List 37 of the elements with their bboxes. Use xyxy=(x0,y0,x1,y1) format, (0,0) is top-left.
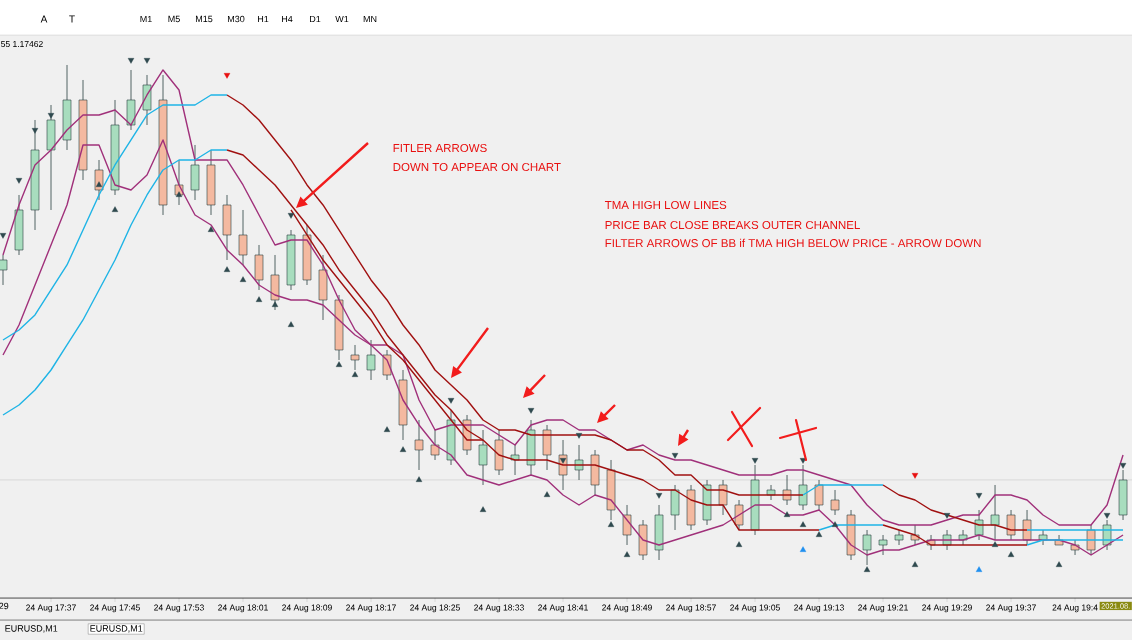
x-tick-label: 24 Aug 17:45 xyxy=(90,604,140,613)
x-tick-label: 24 Aug 18:49 xyxy=(602,604,652,613)
annotation: FITLER ARROWS xyxy=(393,143,487,153)
text: M15 xyxy=(195,15,213,23)
text: 55 1.17462 xyxy=(1,40,43,47)
x-tick-label: 24 Aug 17:53 xyxy=(154,604,204,613)
x-tick-label: 24 Aug 18:01 xyxy=(218,604,268,613)
annotation: TMA HIGH LOW LINES xyxy=(604,200,727,210)
text: H4 xyxy=(281,15,293,23)
x-tick-label: 24 Aug 18:09 xyxy=(282,604,332,613)
text: M5 xyxy=(168,15,180,23)
x-tick-label: 24 Aug 19:21 xyxy=(858,604,908,613)
text: T xyxy=(69,15,75,23)
text: MN xyxy=(363,15,377,23)
x-tick-label: 24 Aug 18:41 xyxy=(538,604,588,613)
x-tick-label: 24 Aug 19:29 xyxy=(922,604,972,613)
x-tick-label: 24 Aug 19:4 xyxy=(1052,604,1098,613)
x-tick-label: 24 Aug 19:13 xyxy=(794,604,844,613)
text: 29 xyxy=(0,602,9,610)
text: H1 xyxy=(257,15,269,23)
text: W1 xyxy=(335,15,349,23)
text: M1 xyxy=(140,15,152,23)
x-tick-label: 24 Aug 18:57 xyxy=(666,604,716,613)
annotation: PRICE BAR CLOSE BREAKS OUTER CHANNEL xyxy=(605,220,860,230)
text: EURUSD,M1 xyxy=(5,625,58,633)
text: A xyxy=(40,15,48,23)
x-tick-label: 24 Aug 17:37 xyxy=(26,604,76,613)
text: EURUSD,M1 xyxy=(90,625,143,633)
text: D1 xyxy=(309,15,321,23)
x-tick-label: 24 Aug 18:25 xyxy=(410,604,460,613)
annotation: DOWN TO APPEAR ON CHART xyxy=(393,162,561,172)
annotation: FILTER ARROWS OF BB if TMA HIGH BELOW PRICE - ARROW DOWN xyxy=(605,238,981,248)
x-tick-label: 24 Aug 18:33 xyxy=(474,604,524,613)
text: M30 xyxy=(227,15,245,23)
x-tick-label: 24 Aug 18:17 xyxy=(346,604,396,613)
x-tick-label: 24 Aug 19:37 xyxy=(986,604,1036,613)
x-tick-label: 24 Aug 19:05 xyxy=(730,604,780,613)
